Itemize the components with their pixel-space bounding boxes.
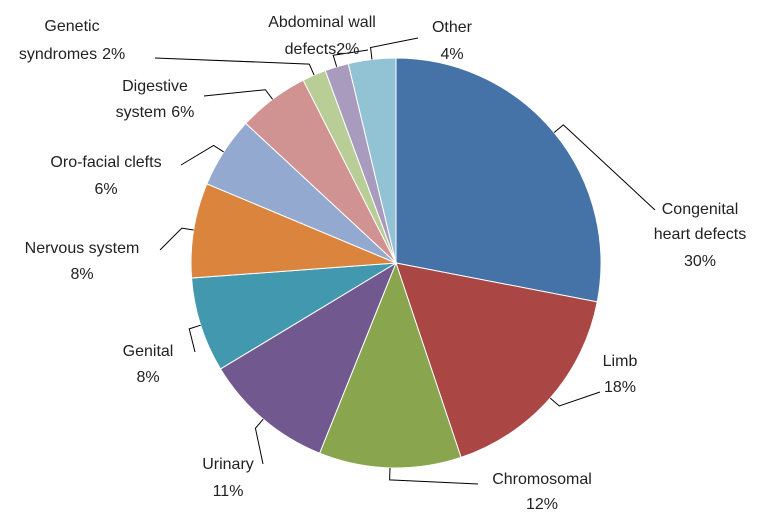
slice-label: Abdominal wall defects [268, 14, 376, 58]
leader-line [254, 418, 264, 465]
slice-label: Other [432, 19, 473, 36]
leader-line [203, 89, 274, 100]
value-label: 30% [684, 253, 716, 270]
label-line: syndromes [19, 46, 97, 63]
leader-line [180, 144, 224, 166]
pie-slice [190, 183, 397, 279]
pie-slice [318, 261, 462, 469]
label-line: Urinary [202, 456, 254, 473]
slice-label: Nervous system [25, 240, 140, 257]
value-label: 2% [336, 41, 359, 58]
slice-label: Urinary [202, 456, 254, 473]
value-label: 4% [440, 46, 463, 63]
leader-line [154, 57, 315, 76]
slice-label: Chromosomal [492, 471, 592, 488]
value-label: 8% [70, 266, 93, 283]
pie-slice [191, 262, 397, 370]
leader-line [549, 391, 601, 407]
pie-slice [347, 57, 397, 264]
label-line: system [116, 104, 167, 121]
label-line: Congenital [662, 201, 739, 218]
label-line: Chromosomal [492, 471, 592, 488]
leader-line [332, 49, 369, 67]
label-line: Abdominal wall [268, 14, 376, 31]
value-label: 11% [213, 483, 244, 500]
slice-label: Limb [603, 353, 638, 370]
slice-label: Digestive system [116, 78, 188, 121]
value-label: 6% [171, 104, 194, 121]
value-label: 6% [94, 181, 117, 198]
label-line: Genetic [44, 18, 99, 35]
value-label: 18% [604, 379, 636, 396]
slice-label: Congenital heart defects [654, 201, 747, 243]
leader-line [159, 227, 194, 251]
value-label: 12% [526, 496, 558, 513]
label-line: Genital [123, 343, 174, 360]
leader-line [389, 467, 479, 485]
leader-line [553, 124, 656, 211]
slice-label: Genetic syndromes [19, 18, 100, 63]
value-label: 2% [102, 46, 125, 63]
leader-line [188, 324, 201, 353]
label-line: Digestive [122, 78, 188, 95]
slice-label: Oro-facial clefts [50, 154, 161, 171]
label-line: Limb [603, 353, 638, 370]
pie-slice [395, 57, 602, 303]
pie-slice [395, 262, 598, 459]
label-line: defects [285, 41, 337, 58]
label-line: Other [432, 19, 473, 36]
label-line: heart defects [654, 226, 747, 243]
label-line: Nervous system [25, 240, 140, 257]
label-line: Oro-facial clefts [50, 154, 161, 171]
leader-line [370, 37, 419, 60]
value-label: 8% [136, 369, 159, 386]
slice-label: Genital [123, 343, 174, 360]
